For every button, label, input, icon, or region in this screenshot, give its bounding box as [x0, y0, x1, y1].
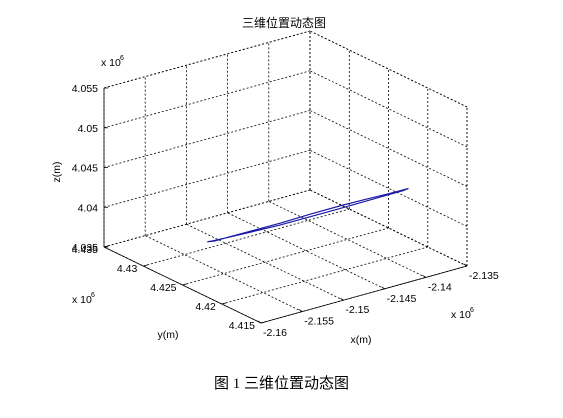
- z-tick-label: 4.055: [72, 83, 98, 95]
- y-tick-mark: [103, 245, 109, 248]
- x-tick-mark: [298, 309, 303, 312]
- svg-text:x 10: x 10: [72, 294, 92, 306]
- box-edge: [309, 189, 468, 267]
- z-tick-label: 4.04: [78, 202, 99, 214]
- x-axis-line: [260, 265, 468, 324]
- x-tick-mark: [257, 320, 262, 324]
- z-tick-label: 4.045: [72, 163, 98, 175]
- svg-text:x 10: x 10: [101, 57, 121, 69]
- chart-title: 三维位置动态图: [242, 15, 326, 30]
- y-tick-label: 4.435: [72, 244, 98, 256]
- y-tick-label: 4.43: [117, 263, 138, 275]
- x-tick-mark: [463, 263, 468, 267]
- grid-line: [309, 70, 468, 148]
- grid-line: [227, 212, 385, 290]
- y-tick-mark: [143, 264, 148, 267]
- grid-line: [143, 208, 350, 267]
- z-tick-label: 4.05: [78, 123, 99, 135]
- x-axis-label: x(m): [351, 334, 372, 346]
- x-tick-label: -2.14: [428, 281, 452, 293]
- grid-line: [309, 110, 468, 187]
- x-tick-mark: [340, 297, 344, 301]
- 3d-position-chart: 三维位置动态图 4.035 4.04 4.045 4.05 4.055 4.415 4.42…: [51, 15, 499, 346]
- figure-caption: 图 1 三维位置动态图: [213, 376, 349, 392]
- x-exponent-label: x 10 6: [451, 307, 474, 321]
- grid-line: [182, 227, 389, 286]
- grid-line: [145, 235, 303, 312]
- x-tick-label: -2.16: [263, 327, 287, 339]
- grid-line: [186, 223, 344, 301]
- trajectory-line: [207, 187, 409, 243]
- y-tick-label: 4.425: [150, 282, 176, 294]
- svg-text:6: 6: [120, 55, 124, 62]
- y-tick-mark: [260, 321, 266, 324]
- x-tick-label: -2.15: [345, 304, 369, 316]
- x-tick-label: -2.135: [469, 270, 499, 282]
- z-exponent-label: x 10 6: [101, 55, 124, 69]
- svg-text:x 10: x 10: [451, 309, 471, 321]
- z-tick-label: 4.035: [72, 242, 98, 254]
- x-tick-mark: [381, 286, 385, 290]
- svg-text:6: 6: [470, 307, 474, 314]
- y-tick-mark: [182, 283, 187, 286]
- y-axis-label: y(m): [158, 329, 179, 341]
- z-axis-label: z(m): [51, 162, 63, 183]
- svg-text:6: 6: [91, 292, 95, 299]
- grid-line: [268, 201, 426, 278]
- y-tick-label: 4.42: [195, 301, 216, 313]
- x-tick-label: -2.145: [387, 293, 417, 305]
- y-exponent-label: x 10 6: [72, 292, 95, 306]
- x-tick-mark: [422, 275, 427, 278]
- y-tick-mark: [221, 302, 226, 305]
- x-tick-label: -2.155: [304, 316, 334, 328]
- box-edge: [309, 30, 468, 108]
- y-tick-label: 4.415: [229, 320, 255, 332]
- grid-line: [309, 149, 468, 227]
